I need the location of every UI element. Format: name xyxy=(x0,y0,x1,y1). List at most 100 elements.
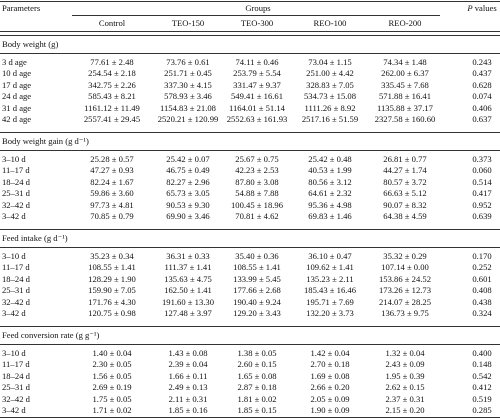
row-label: 11–17 d xyxy=(2,165,30,176)
row-label: 3–42 d xyxy=(2,211,26,221)
column-header: Control xyxy=(98,18,126,28)
cell-value: 1.38 ± 0.05 xyxy=(237,348,277,358)
cell-value: 2.66 ± 0.20 xyxy=(310,382,350,393)
cell-value: 1.66 ± 0.11 xyxy=(168,370,208,381)
cell-value: 1.90 ± 0.09 xyxy=(310,405,350,415)
cell-value: 2.37 ± 0.31 xyxy=(385,393,425,404)
column-header: REO-100 xyxy=(313,18,347,28)
cell-value: 328.83 ± 7.05 xyxy=(306,79,354,90)
cell-value: 90.07 ± 8.32 xyxy=(383,199,427,210)
cell-value: 262.00 ± 6.37 xyxy=(381,68,429,79)
row-label: 25–31 d xyxy=(2,285,30,296)
cell-value: 251.71 ± 0.45 xyxy=(164,68,212,79)
rule-line xyxy=(0,31,500,32)
cell-value: 133.99 ± 5.45 xyxy=(233,273,281,284)
cell-value: 69.83 ± 1.46 xyxy=(308,211,352,221)
row-label: 18–24 d xyxy=(2,370,30,381)
cell-value: 2.30 ± 0.05 xyxy=(92,359,132,370)
p-value: 0.252 xyxy=(472,262,492,273)
row-label: 25–31 d xyxy=(2,382,30,393)
cell-value: 251.00 ± 4.42 xyxy=(306,68,354,79)
row-label: 11–17 d xyxy=(2,359,30,370)
p-value: 0.170 xyxy=(472,251,492,261)
cell-value: 162.50 ± 1.41 xyxy=(164,285,212,296)
cell-value: 64.38 ± 4.59 xyxy=(383,211,427,221)
cell-value: 585.43 ± 8.21 xyxy=(88,91,136,102)
cell-value: 132.20 ± 3.73 xyxy=(306,308,354,318)
cell-value: 108.55 ± 1.41 xyxy=(88,262,136,273)
cell-value: 2.05 ± 0.09 xyxy=(310,393,350,404)
cell-value: 36.10 ± 0.47 xyxy=(308,251,352,261)
cell-value: 70.81 ± 4.62 xyxy=(235,211,279,221)
cell-value: 108.55 ± 1.41 xyxy=(233,262,281,273)
rule-line xyxy=(0,417,500,418)
cell-value: 1.85 ± 0.15 xyxy=(237,405,277,415)
cell-value: 2.15 ± 0.20 xyxy=(385,405,425,415)
cell-value: 1.32 ± 0.04 xyxy=(385,348,425,358)
cell-value: 82.24 ± 1.67 xyxy=(90,176,134,187)
p-value: 0.639 xyxy=(472,211,492,221)
row-label: 3 d age xyxy=(2,57,27,67)
cell-value: 2.87 ± 0.18 xyxy=(237,382,277,393)
cell-value: 35.23 ± 0.34 xyxy=(90,251,134,261)
cell-value: 159.90 ± 7.05 xyxy=(88,285,136,296)
cell-value: 1.42 ± 0.04 xyxy=(310,348,350,358)
rule-line xyxy=(0,35,500,36)
row-label: 3–10 d xyxy=(2,154,26,164)
cell-value: 2327.58 ± 160.60 xyxy=(374,114,436,124)
cell-value: 90.53 ± 9.30 xyxy=(166,199,210,210)
cell-value: 2.39 ± 0.04 xyxy=(168,359,208,370)
cell-value: 2557.41 ± 29.45 xyxy=(83,114,141,124)
p-values-header: P values xyxy=(467,3,497,13)
cell-value: 191.60 ± 13.30 xyxy=(162,296,214,307)
rule-line xyxy=(0,53,500,54)
cell-value: 1154.83 ± 21.08 xyxy=(160,102,216,113)
cell-value: 97.73 ± 4.81 xyxy=(90,199,134,210)
cell-value: 2552.63 ± 161.93 xyxy=(226,114,288,124)
cell-value: 2.69 ± 0.19 xyxy=(92,382,132,393)
row-label: 18–24 d xyxy=(2,273,30,284)
cell-value: 153.86 ± 24.52 xyxy=(379,273,431,284)
cell-value: 2.62 ± 0.15 xyxy=(385,382,425,393)
row-label: 17 d age xyxy=(2,79,32,90)
cell-value: 2.70 ± 0.18 xyxy=(310,359,350,370)
rule-line xyxy=(0,247,500,248)
cell-value: 25.42 ± 0.07 xyxy=(166,154,210,164)
cell-value: 80.56 ± 3.12 xyxy=(308,176,352,187)
cell-value: 40.53 ± 1.99 xyxy=(308,165,352,176)
column-header: REO-200 xyxy=(388,18,422,28)
row-label: 11–17 d xyxy=(2,262,30,273)
cell-value: 73.04 ± 1.15 xyxy=(308,57,352,67)
cell-value: 54.88 ± 7.88 xyxy=(235,188,279,199)
cell-value: 2517.16 ± 51.59 xyxy=(301,114,359,124)
cell-value: 331.47 ± 9.37 xyxy=(233,79,281,90)
cell-value: 342.75 ± 2.26 xyxy=(88,79,136,90)
cell-value: 109.62 ± 1.41 xyxy=(306,262,354,273)
cell-value: 74.11 ± 0.46 xyxy=(235,57,279,67)
column-header: TEO-150 xyxy=(171,18,205,28)
cell-value: 2.43 ± 0.09 xyxy=(385,359,425,370)
cell-value: 95.36 ± 4.98 xyxy=(308,199,352,210)
p-value: 0.437 xyxy=(472,68,492,79)
row-label: 3–10 d xyxy=(2,348,26,358)
cell-value: 190.40 ± 9.24 xyxy=(233,296,281,307)
cell-value: 129.20 ± 3.43 xyxy=(233,308,281,318)
rule-line xyxy=(72,15,440,16)
cell-value: 135.63 ± 4.75 xyxy=(164,273,212,284)
cell-value: 549.41 ± 16.61 xyxy=(231,91,283,102)
cell-value: 87.80 ± 3.08 xyxy=(235,176,279,187)
cell-value: 25.42 ± 0.48 xyxy=(308,154,352,164)
cell-value: 177.66 ± 2.68 xyxy=(233,285,281,296)
cell-value: 65.73 ± 3.05 xyxy=(166,188,210,199)
cell-value: 80.57 ± 3.72 xyxy=(383,176,427,187)
cell-value: 47.27 ± 0.93 xyxy=(90,165,134,176)
row-label: 3–42 d xyxy=(2,308,26,318)
section-title: Body weight (g) xyxy=(2,39,59,49)
cell-value: 1.71 ± 0.02 xyxy=(92,405,132,415)
rule-line xyxy=(0,326,500,327)
p-value: 0.285 xyxy=(472,405,492,415)
row-label: 32–42 d xyxy=(2,296,30,307)
p-value: 0.637 xyxy=(472,114,492,124)
p-value: 0.400 xyxy=(472,348,492,358)
